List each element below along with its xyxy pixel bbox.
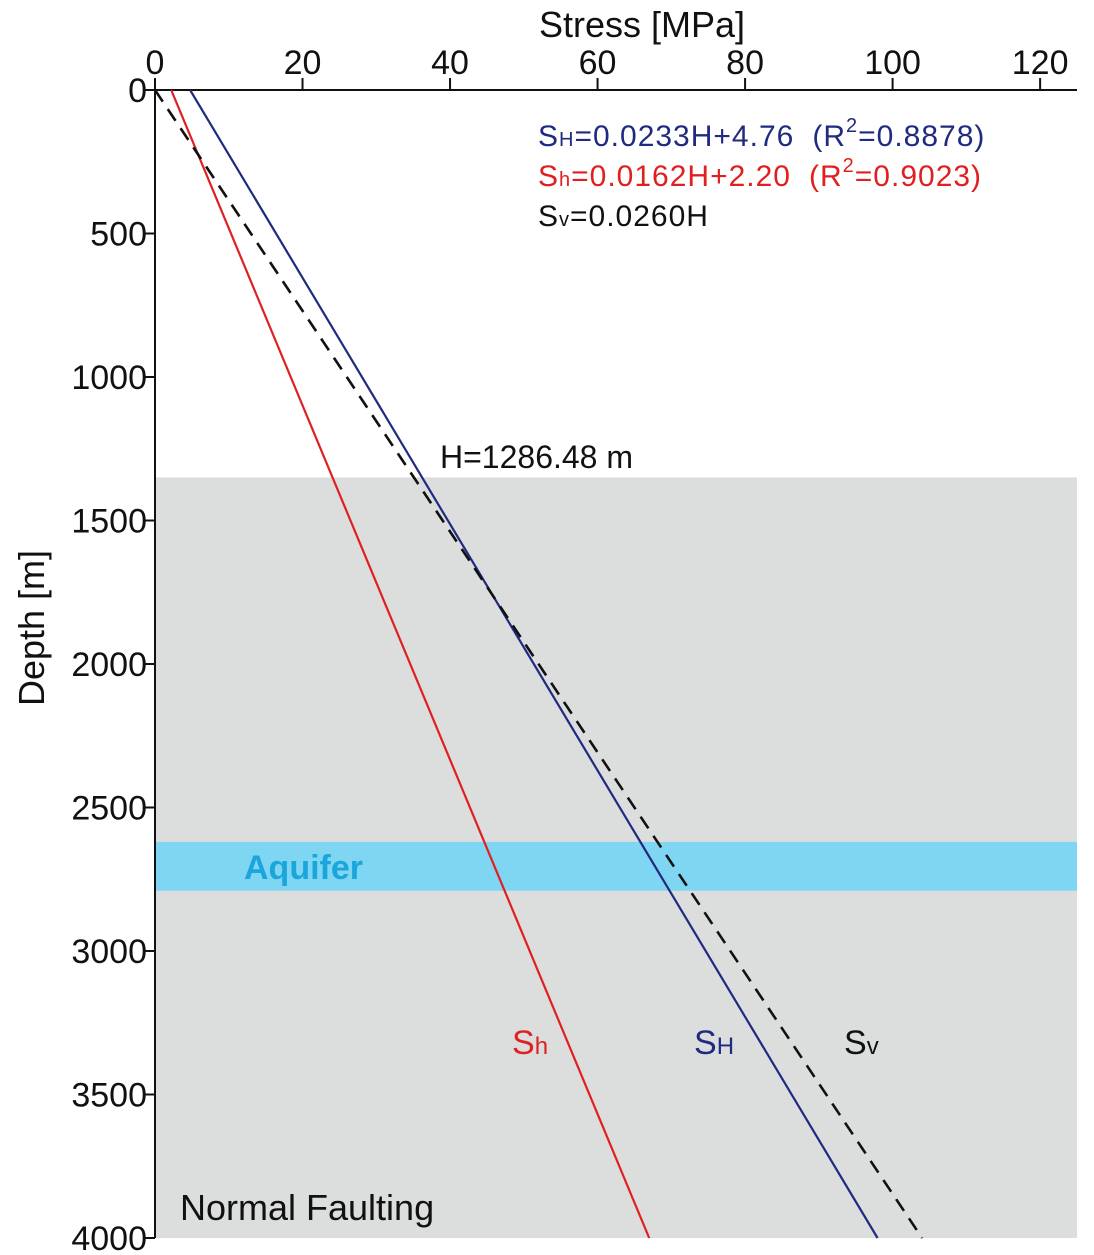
sh-max-eq-text: =0.0233H+4.76 xyxy=(574,120,794,153)
sh-max-equation: SH=0.0233H+4.76 (R2=0.8878) xyxy=(538,115,985,153)
x-tick-label-100: 100 xyxy=(864,44,921,82)
sh-max-eq-sub: H xyxy=(559,129,574,151)
y-tick-label-2500: 2500 xyxy=(71,790,147,828)
sh-min-curve-main: S xyxy=(512,1024,535,1062)
sh-max-eq-main: S xyxy=(538,120,559,153)
sh-min-curve-sub: h xyxy=(535,1033,548,1060)
series-line-sv xyxy=(153,89,924,1239)
series-layer xyxy=(153,89,924,1239)
sv-eq-sub: v xyxy=(559,209,570,231)
sh-min-equation: Sh=0.0162H+2.20 (R2=0.9023) xyxy=(538,155,982,193)
series-line-sh xyxy=(170,89,651,1239)
x-tick-label-60: 60 xyxy=(579,44,617,82)
intersection-annotation: H=1286.48 m xyxy=(440,439,633,475)
sh-min-eq-sub: h xyxy=(559,169,571,191)
sv-eq-main: S xyxy=(538,200,559,233)
sh-max-curve-label: SH xyxy=(694,1024,734,1062)
sh-max-r2-value: =0.8878) xyxy=(858,120,985,153)
series-line-sh xyxy=(189,89,879,1239)
y-tick-label-1000: 1000 xyxy=(71,359,147,397)
region-aquifer xyxy=(155,841,1077,891)
y-axis-title: Depth [m] xyxy=(11,550,52,706)
sh-min-eq-text: =0.0162H+2.20 xyxy=(571,160,791,193)
sh-max-r2-open: (R xyxy=(812,120,846,153)
x-tick-label-120: 120 xyxy=(1012,44,1069,82)
x-axis-title: Stress [MPa] xyxy=(539,4,745,45)
x-tick-label-80: 80 xyxy=(726,44,764,82)
y-tick-label-3000: 3000 xyxy=(71,933,147,971)
sv-curve-sub: v xyxy=(867,1033,879,1060)
sh-min-eq-main: S xyxy=(538,160,559,193)
sh-max-curve-main: S xyxy=(694,1024,717,1062)
normal-faulting-label: Normal Faulting xyxy=(180,1187,434,1228)
aquifer-label: Aquifer xyxy=(244,849,363,887)
x-tick-label-40: 40 xyxy=(431,44,469,82)
sh-min-r2-sup: 2 xyxy=(843,155,855,177)
sh-min-r2-open: (R xyxy=(809,160,843,193)
y-tick-label-0: 0 xyxy=(128,72,147,110)
y-tick-label-4000: 4000 xyxy=(71,1220,147,1255)
y-tick-label-2000: 2000 xyxy=(71,646,147,684)
regions-layer xyxy=(155,477,1077,1238)
y-tick-label-500: 500 xyxy=(90,216,147,254)
sh-max-curve-sub: H xyxy=(717,1033,734,1060)
sh-min-r2-value: =0.9023) xyxy=(855,160,982,193)
sv-curve-label: Sv xyxy=(844,1024,879,1062)
x-tick-label-0: 0 xyxy=(146,44,165,82)
sv-eq-text: =0.0260H xyxy=(570,200,709,233)
sv-curve-main: S xyxy=(844,1024,867,1062)
x-tick-label-20: 20 xyxy=(284,44,322,82)
axes-layer: 0 20 40 60 80 100 120 0 500 1000 1500 2000 2500 3000 3… xyxy=(71,44,1077,1255)
y-tick-label-1500: 1500 xyxy=(71,503,147,541)
sh-min-curve-label: Sh xyxy=(512,1024,548,1062)
labels-layer: Stress [MPa] Depth [m] SH=0.0233H+4.76 (R… xyxy=(11,4,985,1228)
sh-max-r2-sup: 2 xyxy=(846,115,858,137)
sv-equation: Sv=0.0260H xyxy=(538,200,709,233)
y-tick-label-3500: 3500 xyxy=(71,1077,147,1115)
